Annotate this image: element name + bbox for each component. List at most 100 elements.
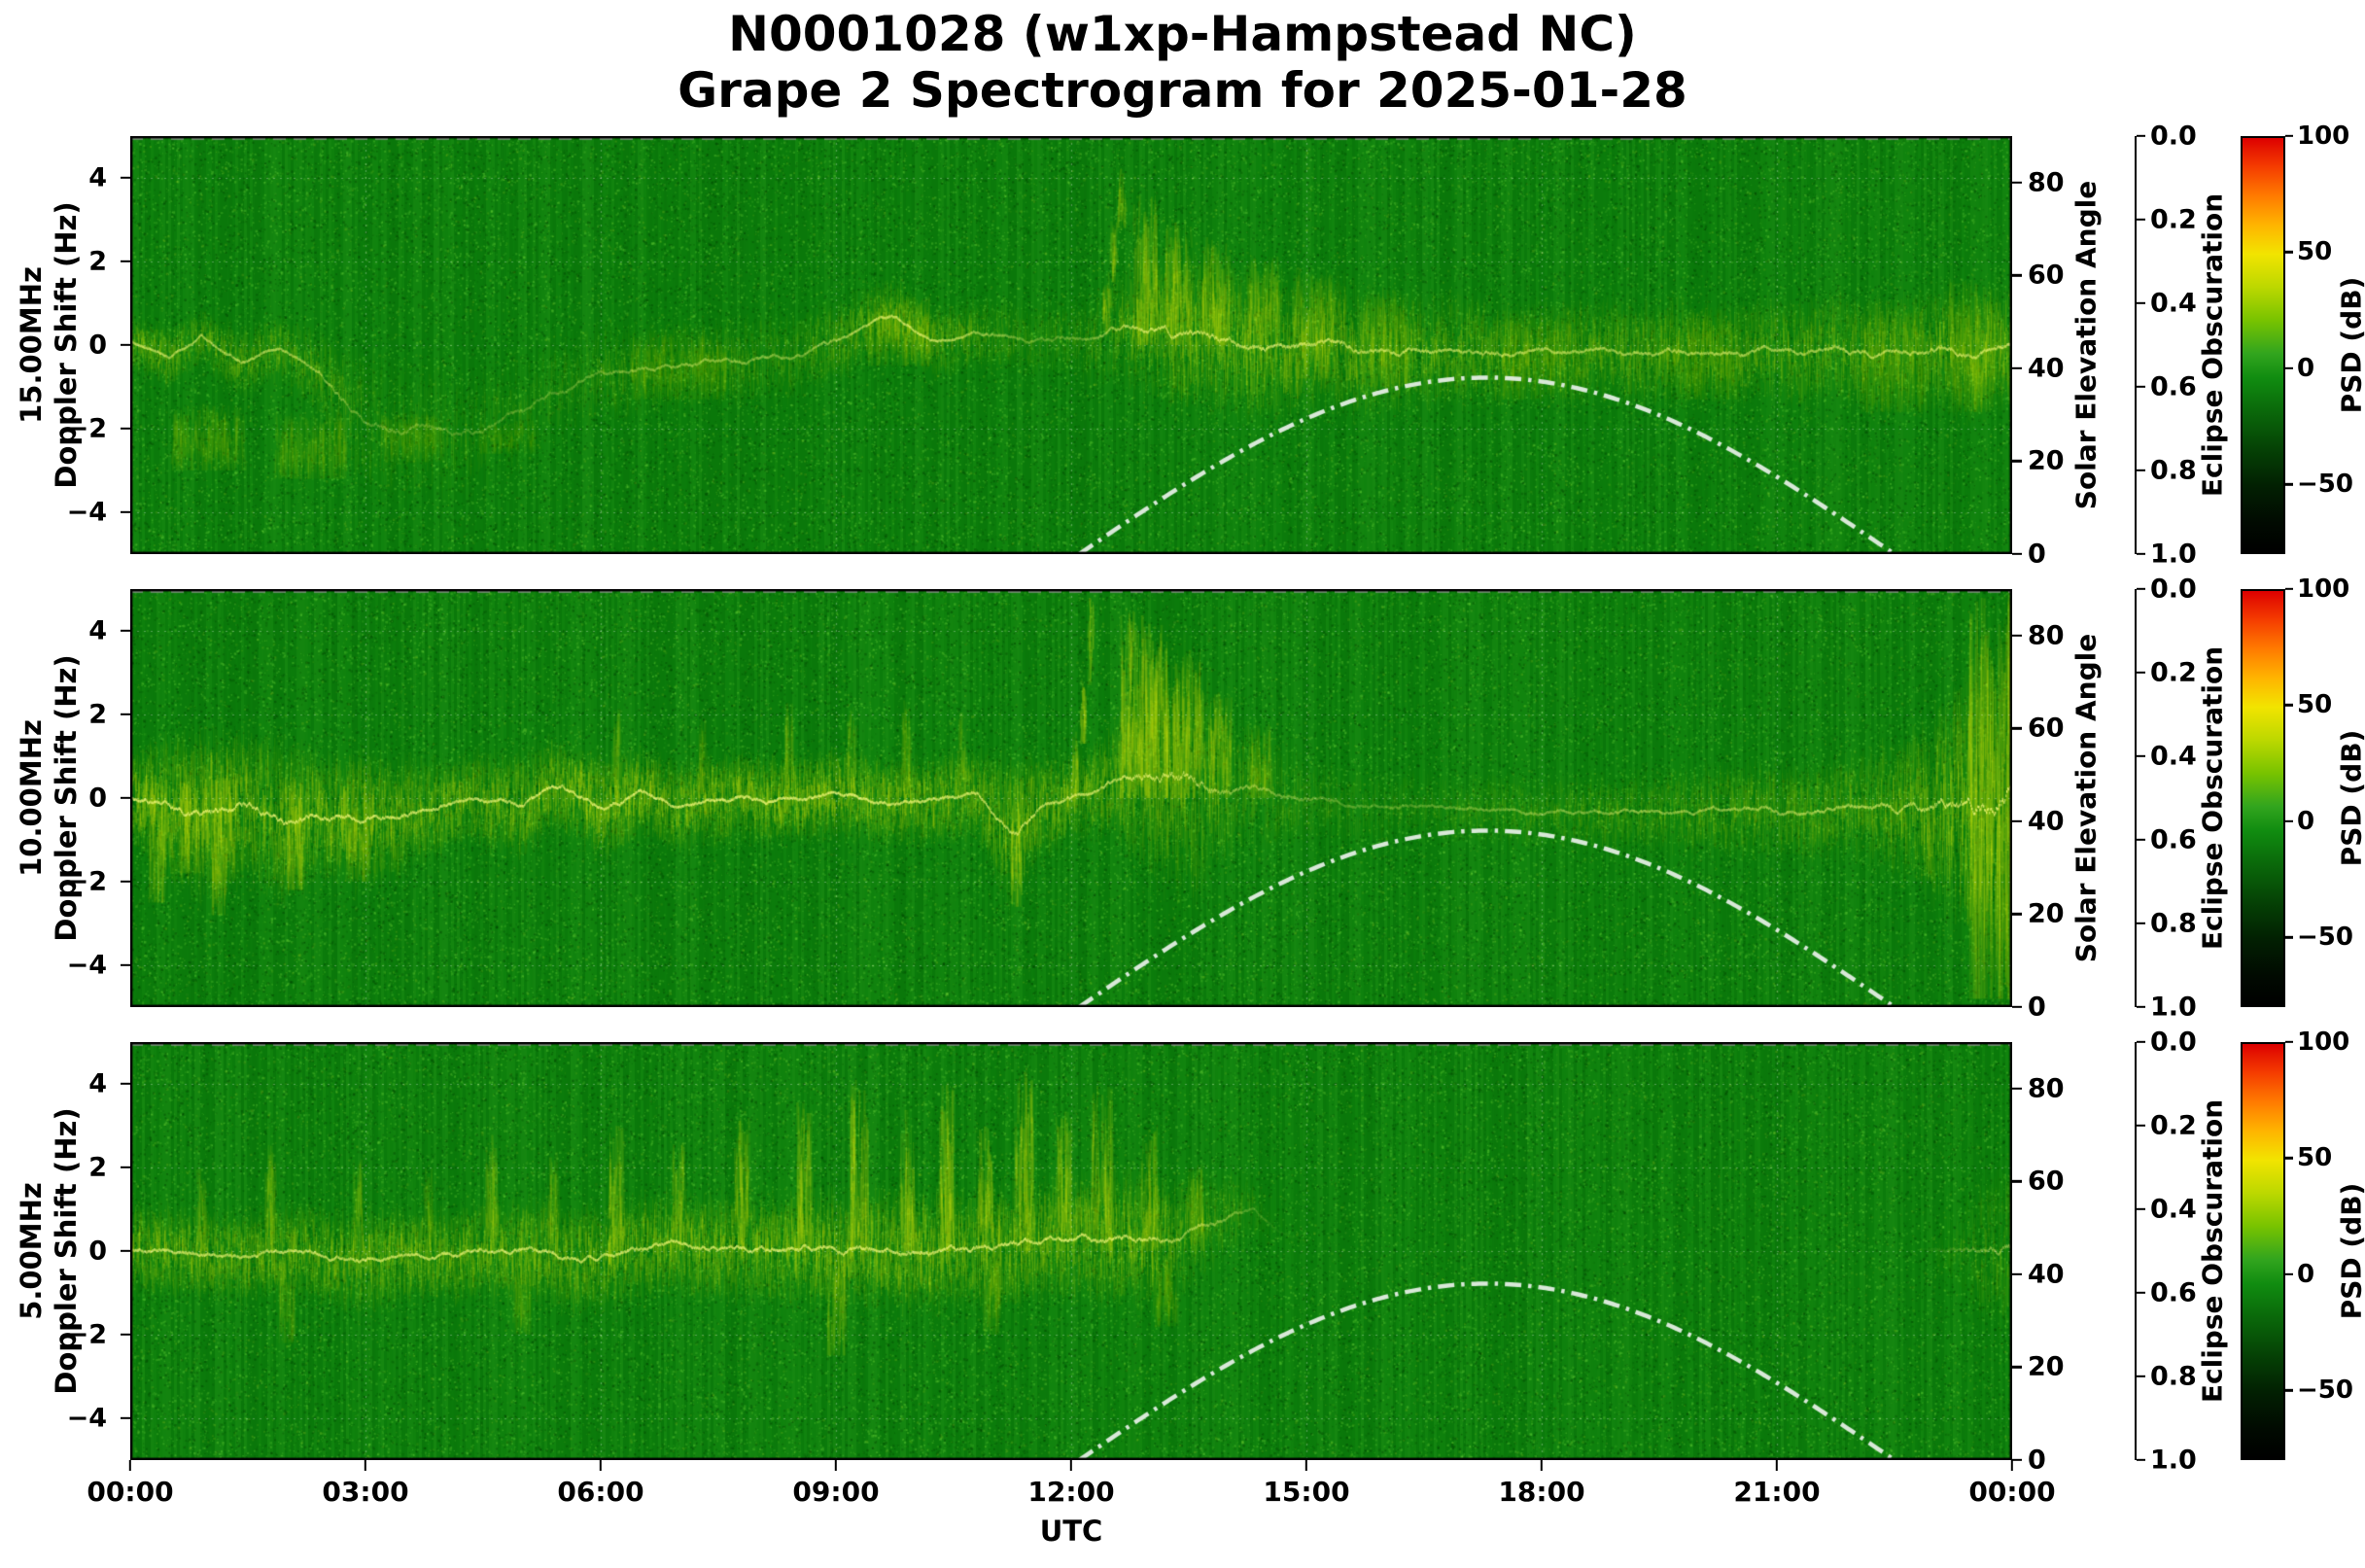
eclipse-tick-label: 0.0 [2150, 121, 2197, 152]
doppler-tick-label: 0 [88, 783, 107, 814]
eclipse-tick-mark [2137, 1005, 2145, 1009]
doppler-tick-labels: 4 2 0 −2 −4 [0, 1042, 117, 1460]
eclipse-tick-marks [2137, 134, 2145, 556]
utc-tick-mark [599, 1460, 603, 1471]
eclipse-tick-mark [2137, 218, 2145, 222]
colorbar-tick-label: 0 [2297, 806, 2315, 836]
eclipse-tick-mark [2137, 1375, 2145, 1378]
utc-tick-mark [1304, 1460, 1308, 1471]
solar-tick-mark [2012, 819, 2022, 823]
doppler-tick-label: 4 [88, 615, 107, 646]
solar-tick-mark [2012, 1180, 2022, 1183]
title-line-1: N0001028 (w1xp-Hampstead NC) [728, 6, 1637, 62]
doppler-tick-label: 4 [88, 162, 107, 193]
colorbar-tick-mark [2285, 251, 2293, 254]
colorbar-tick-marks [2285, 587, 2293, 1007]
doppler-tick-label: −4 [66, 497, 107, 528]
psd-axis-label: PSD (dB) [2335, 1042, 2365, 1460]
eclipse-tick-label: 0.2 [2150, 1110, 2197, 1141]
spectrogram-plot-5mhz [130, 1042, 2012, 1460]
eclipse-tick-mark [2137, 1291, 2145, 1295]
figure-title: N0001028 (w1xp-Hampstead NC) Grape 2 Spe… [0, 6, 2365, 119]
solar-elevation-axis-label: Solar Elevation Angle [2069, 136, 2104, 554]
eclipse-tick-mark [2137, 1207, 2145, 1211]
doppler-tick-label: 2 [88, 699, 107, 730]
utc-tick-label: 15:00 [1263, 1476, 1350, 1508]
solar-tick-label: 80 [2028, 167, 2065, 198]
eclipse-tick-label: 1.0 [2150, 539, 2197, 570]
eclipse-axis-spine [2135, 136, 2138, 554]
solar-tick-mark [2012, 1005, 2022, 1009]
solar-tick-mark [2012, 274, 2022, 277]
utc-tick-label: 21:00 [1733, 1476, 1821, 1508]
colorbar-tick-label: 0 [2297, 1259, 2315, 1289]
eclipse-axis-spine [2135, 1042, 2138, 1460]
eclipse-tick-label: 0.6 [2150, 1277, 2197, 1308]
eclipse-tick-marks [2137, 1040, 2145, 1462]
utc-tick-mark [364, 1460, 367, 1471]
solar-tick-mark [2012, 1366, 2022, 1369]
solar-elevation-axis-label-text: Solar Elevation Angle [2069, 180, 2103, 510]
psd-colorbar [2241, 1042, 2285, 1460]
doppler-tick-labels: 4 2 0 −2 −4 [0, 589, 117, 1007]
solar-tick-mark [2012, 1087, 2022, 1090]
colorbar-tick-mark [2285, 1272, 2293, 1276]
utc-tick-mark [2010, 1460, 2014, 1471]
panel-15mhz: 15.00MHz Doppler Shift (Hz) 4 2 0 −2 −4 80 60… [0, 122, 2365, 570]
solar-tick-label: 20 [2028, 898, 2065, 929]
utc-tick-label: 00:00 [1968, 1476, 2056, 1508]
colorbar-tick-labels: 100 50 0 −50 [2297, 575, 2353, 1007]
colorbar-tick-label: −50 [2297, 1376, 2353, 1406]
doppler-tick-mark [121, 510, 130, 514]
eclipse-axis-spine [2135, 589, 2138, 1007]
doppler-tick-mark [121, 343, 130, 347]
solar-tick-marks [2012, 589, 2022, 1009]
solar-elevation-axis-label [2069, 1042, 2104, 1460]
colorbar-tick-mark [2285, 1157, 2293, 1160]
colorbar-tick-label: 50 [2297, 690, 2333, 720]
psd-colorbar [2241, 589, 2285, 1007]
solar-tick-label: 80 [2028, 620, 2065, 651]
eclipse-tick-marks [2137, 587, 2145, 1009]
eclipse-tick-label: 0.6 [2150, 371, 2197, 402]
psd-axis-label: PSD (dB) [2336, 589, 2365, 1007]
solar-tick-label: 20 [2028, 445, 2065, 476]
doppler-tick-label: 4 [88, 1068, 107, 1099]
solar-tick-label: 40 [2028, 353, 2065, 384]
utc-tick-labels: 00:00 03:00 06:00 09:00 12:00 15:00 18:00 21:00… [87, 1476, 2055, 1511]
eclipse-tick-mark [2137, 1040, 2145, 1044]
solar-tick-marks [2012, 136, 2022, 556]
solar-tick-mark [2012, 1458, 2022, 1462]
doppler-tick-mark [121, 176, 130, 180]
doppler-tick-label: 2 [88, 1152, 107, 1183]
doppler-tick-mark [121, 713, 130, 716]
eclipse-tick-label: 0.4 [2150, 1194, 2197, 1225]
doppler-tick-label: −4 [66, 1403, 107, 1434]
utc-tick-marks [128, 1460, 2014, 1471]
psd-axis-label-text: PSD (dB) [2335, 276, 2365, 414]
doppler-tick-mark [121, 963, 130, 967]
solar-tick-label: 40 [2028, 806, 2065, 837]
eclipse-tick-mark [2137, 469, 2145, 472]
doppler-tick-mark [121, 1333, 130, 1337]
psd-axis-label-text: PSD (dB) [2335, 1182, 2365, 1320]
utc-tick-label: 12:00 [1027, 1476, 1115, 1508]
solar-tick-label: 80 [2028, 1073, 2065, 1104]
eclipse-tick-mark [2137, 552, 2145, 556]
doppler-tick-mark [121, 796, 130, 800]
colorbar-tick-labels: 100 50 0 −50 [2297, 1028, 2353, 1460]
doppler-tick-marks [121, 1042, 130, 1460]
utc-tick-label: 06:00 [557, 1476, 644, 1508]
eclipse-tick-mark [2137, 134, 2145, 138]
utc-tick-label: 18:00 [1498, 1476, 1585, 1508]
doppler-tick-label: 2 [88, 246, 107, 277]
solar-tick-label: 60 [2028, 713, 2065, 744]
doppler-tick-labels: 4 2 0 −2 −4 [0, 136, 117, 554]
eclipse-tick-label: 0.8 [2150, 1361, 2197, 1392]
eclipse-tick-labels: 0.0 0.2 0.4 0.6 0.8 1.0 [2150, 1028, 2207, 1476]
solar-tick-mark [2012, 552, 2022, 556]
doppler-tick-label: −2 [66, 1319, 107, 1350]
eclipse-obscuration-axis-label-text: Eclipse Obscuration [2196, 192, 2229, 498]
doppler-tick-label: −2 [66, 866, 107, 897]
